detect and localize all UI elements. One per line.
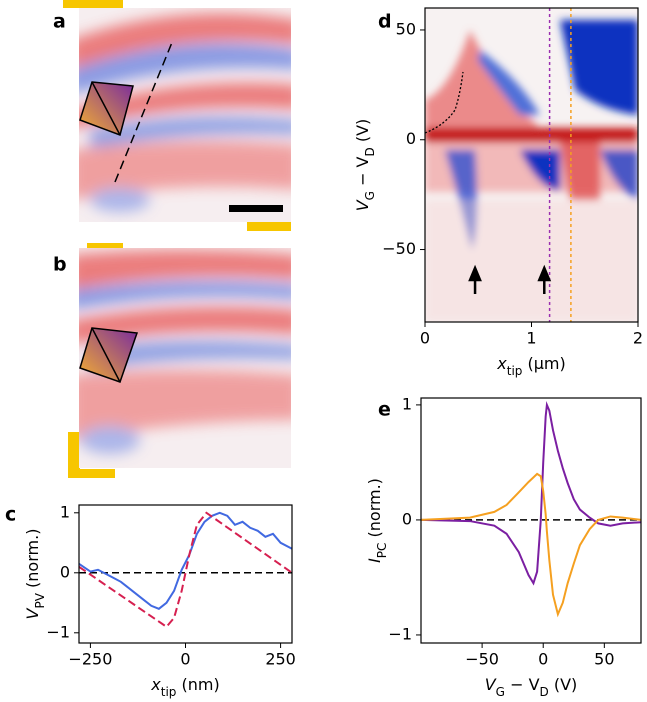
y-tick-label: −1: [46, 622, 70, 641]
panel-label: d: [378, 11, 392, 33]
y-axis-label-part: (V): [353, 119, 372, 148]
y-axis-label-part: − V: [353, 156, 372, 191]
y-tick-label: 1: [402, 394, 412, 413]
x-tick-label: −250: [68, 650, 112, 669]
x-axis-label: VG − VD (V): [485, 675, 578, 699]
x-axis-label-part: − V: [505, 675, 540, 694]
y-axis-label: IPC (norm.): [365, 478, 389, 563]
data-line: [420, 472, 642, 618]
y-axis-label-part: D: [363, 147, 377, 156]
y-axis-label-part: V: [23, 607, 42, 619]
y-axis-label-part: I: [365, 558, 384, 563]
x-axis-label-part: tip: [161, 685, 177, 699]
x-axis-label-part: tip: [507, 364, 523, 378]
y-axis-label-part: V: [353, 199, 372, 211]
x-tick-label: 0: [180, 650, 190, 669]
x-axis-label-part: x: [150, 675, 161, 694]
y-axis-label: VG − VD (V): [353, 119, 377, 212]
panel-label: c: [5, 504, 16, 526]
y-tick-label: 1: [60, 502, 70, 521]
y-tick-label: −50: [382, 239, 416, 258]
y-axis-label-part: (norm.): [23, 529, 42, 593]
x-tick-label: 2: [633, 329, 643, 348]
panel-label: e: [378, 399, 391, 421]
map-a: [63, 0, 291, 231]
y-axis-label-part: PC: [375, 543, 389, 559]
arrow: [537, 264, 552, 294]
x-tick-label: 50: [594, 650, 614, 669]
y-tick-label: 0: [402, 509, 412, 528]
panel-label: a: [53, 11, 66, 33]
axes-frame: [420, 397, 642, 644]
x-axis-label-part: V: [485, 675, 497, 694]
x-axis-label-part: (nm): [176, 675, 219, 694]
arrow: [468, 264, 482, 294]
x-tick-label: 250: [265, 650, 296, 669]
x-axis-label-part: x: [496, 354, 507, 373]
x-tick-label: −50: [465, 650, 499, 669]
x-axis-label-part: (V): [549, 675, 578, 694]
y-axis-label-part: (norm.): [365, 478, 384, 542]
y-tick-label: 50: [396, 19, 416, 38]
x-axis-label-part: G: [496, 685, 505, 699]
panel-label: b: [53, 254, 67, 276]
x-tick-label: 1: [526, 329, 536, 348]
map-b: [68, 243, 291, 478]
y-tick-label: −1: [388, 624, 412, 643]
x-axis-label: xtip (μm): [496, 354, 565, 378]
y-tick-label: 0: [60, 562, 70, 581]
data-line: [78, 511, 293, 610]
x-axis-label-part: D: [540, 685, 549, 699]
y-axis-label-part: PV: [33, 592, 47, 608]
x-axis-label: xtip (nm): [150, 675, 219, 699]
data-line: [420, 400, 642, 586]
data-line: [78, 511, 293, 629]
heatmap-image: [425, 8, 638, 322]
x-axis-label-part: (μm): [522, 354, 565, 373]
y-axis-label-part: G: [363, 191, 377, 200]
x-tick-label: 0: [420, 329, 430, 348]
y-axis-label: VPV (norm.): [23, 529, 47, 620]
x-tick-label: 0: [538, 650, 548, 669]
y-tick-label: 0: [406, 129, 416, 148]
